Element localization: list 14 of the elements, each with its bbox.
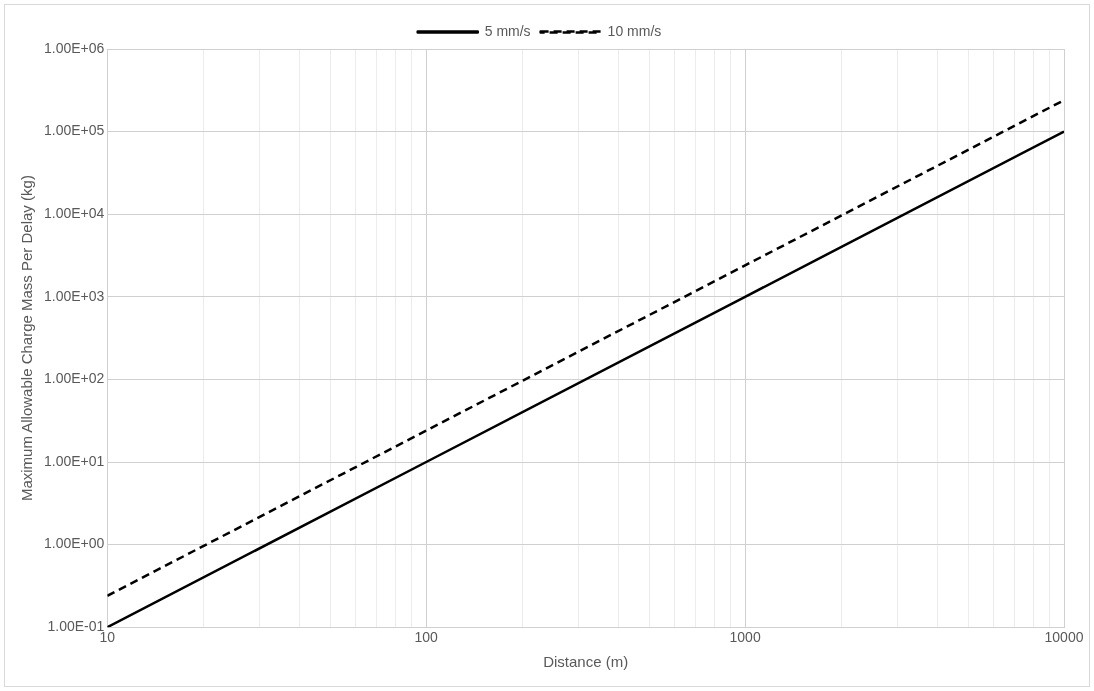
legend-label: 10 mm/s bbox=[607, 22, 662, 39]
x-tick-label: 100 bbox=[414, 629, 439, 646]
x-axis-title: Distance (m) bbox=[543, 653, 629, 671]
y-axis-title: Maximum Allowable Charge Mass Per Delay (kg) bbox=[18, 175, 36, 502]
x-tick-label: 1000 bbox=[729, 629, 761, 646]
y-tick-label: 1.00E+06 bbox=[43, 39, 105, 56]
y-tick-label: 1.00E+04 bbox=[43, 205, 105, 222]
y-tick-label: 1.00E+01 bbox=[43, 452, 105, 469]
y-tick-label: 1.00E+05 bbox=[43, 122, 105, 139]
y-tick-label: 1.00E+00 bbox=[43, 535, 105, 552]
y-tick-label: 1.00E+03 bbox=[43, 287, 105, 304]
y-tick-label: 1.00E+02 bbox=[43, 370, 105, 387]
legend-label: 5 mm/s bbox=[484, 22, 531, 39]
x-tick-label: 10000 bbox=[1044, 629, 1084, 646]
